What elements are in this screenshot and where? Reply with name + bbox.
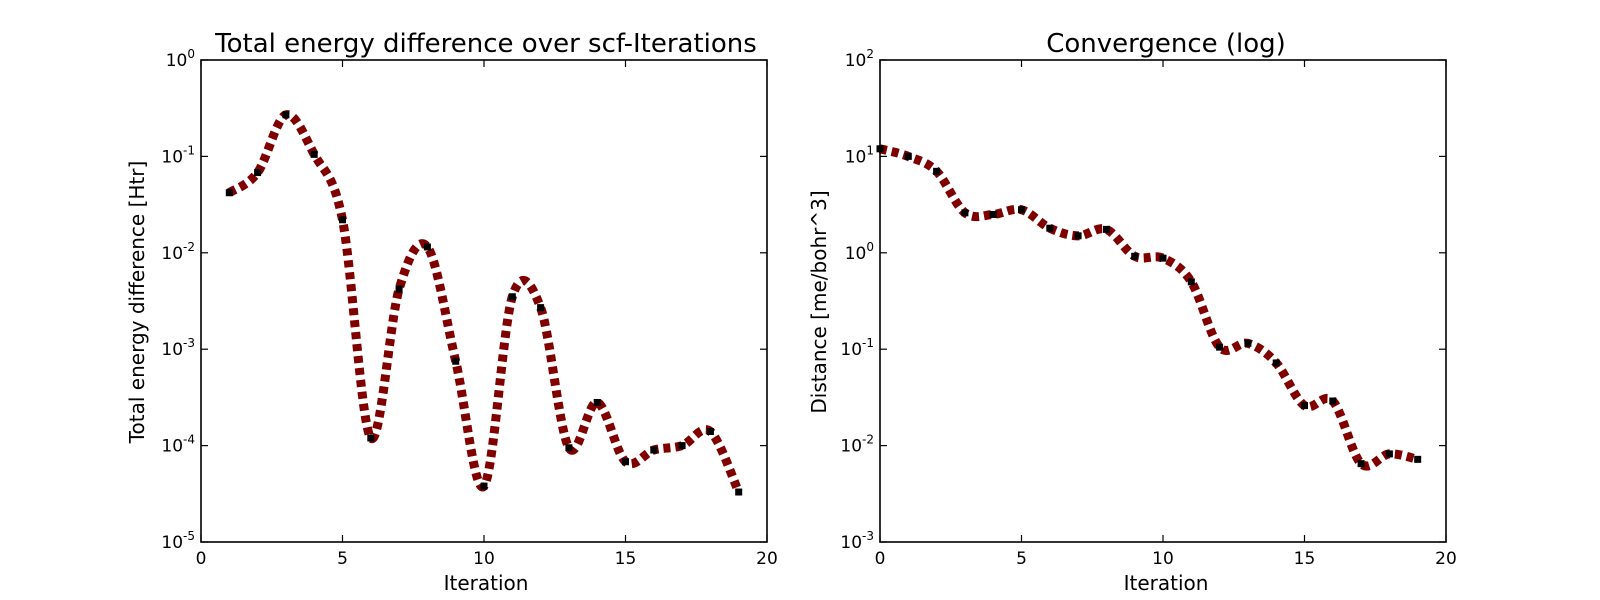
y-tick-label: 100 bbox=[166, 47, 195, 71]
data-point bbox=[480, 482, 488, 490]
y-tick-label: 10-1 bbox=[161, 143, 195, 167]
data-point bbox=[593, 398, 601, 406]
x-tick-label: 20 bbox=[1435, 549, 1457, 569]
data-point bbox=[1329, 397, 1337, 405]
data-point bbox=[1074, 232, 1082, 240]
y-tick-exponent: -1 bbox=[183, 143, 195, 157]
y-tick-base: 10 bbox=[161, 533, 183, 553]
x-tick-label: 5 bbox=[337, 549, 348, 569]
energy-difference-chart: Total energy difference over scf-Iterati… bbox=[125, 29, 778, 595]
y-tick-label: 10-4 bbox=[161, 433, 195, 457]
y-tick-label: 100 bbox=[845, 240, 874, 264]
series-line bbox=[878, 144, 1419, 471]
y-tick-base: 10 bbox=[161, 244, 183, 264]
x-tick-label: 5 bbox=[1016, 549, 1027, 569]
y-tick-base: 10 bbox=[845, 147, 867, 167]
y-tick-base: 10 bbox=[166, 51, 188, 71]
data-point bbox=[1357, 460, 1365, 468]
y-tick-exponent: 2 bbox=[866, 47, 874, 61]
data-point bbox=[1102, 225, 1110, 233]
x-tick-label: 15 bbox=[615, 549, 637, 569]
y-tick-exponent: -3 bbox=[862, 529, 874, 543]
data-point bbox=[1216, 343, 1224, 351]
data-point bbox=[1187, 278, 1195, 286]
data-point bbox=[282, 111, 290, 119]
data-point bbox=[537, 304, 545, 312]
data-point bbox=[452, 357, 460, 365]
x-axis-label: Iteration bbox=[1124, 571, 1209, 595]
data-point bbox=[395, 285, 403, 293]
data-point bbox=[904, 152, 912, 160]
data-point bbox=[254, 169, 262, 177]
y-tick-base: 10 bbox=[840, 340, 862, 360]
y-tick-base: 10 bbox=[845, 51, 867, 71]
data-point bbox=[565, 444, 573, 452]
data-point bbox=[1159, 254, 1167, 262]
x-tick-label: 0 bbox=[196, 549, 207, 569]
data-point bbox=[622, 458, 629, 466]
y-tick-label: 10-3 bbox=[840, 529, 874, 553]
y-tick-label: 10-3 bbox=[161, 336, 195, 360]
y-tick-base: 10 bbox=[161, 147, 183, 167]
data-point bbox=[1301, 402, 1308, 410]
data-point bbox=[989, 210, 997, 218]
y-tick-exponent: -2 bbox=[183, 240, 195, 254]
y-tick-label: 101 bbox=[845, 143, 874, 167]
data-point bbox=[1131, 252, 1139, 260]
y-tick-exponent: -4 bbox=[183, 433, 195, 447]
y-tick-exponent: 1 bbox=[866, 143, 874, 157]
data-point bbox=[310, 150, 318, 158]
data-point bbox=[933, 167, 941, 175]
data-point bbox=[1272, 359, 1280, 367]
data-point bbox=[1046, 224, 1054, 232]
data-point bbox=[339, 216, 346, 224]
y-tick-exponent: -2 bbox=[862, 433, 874, 447]
data-point bbox=[706, 428, 714, 436]
data-point bbox=[1244, 339, 1252, 347]
y-tick-exponent: 0 bbox=[866, 240, 874, 254]
data-point bbox=[650, 446, 658, 454]
x-tick-label: 10 bbox=[473, 549, 495, 569]
data-point bbox=[1018, 206, 1025, 214]
data-point bbox=[678, 442, 686, 450]
x-tick-label: 0 bbox=[875, 549, 886, 569]
data-point bbox=[1385, 450, 1393, 458]
y-tick-exponent: -5 bbox=[183, 529, 195, 543]
series-line bbox=[226, 110, 743, 494]
data-point bbox=[225, 189, 233, 197]
x-axis-label: Iteration bbox=[444, 571, 529, 595]
x-tick-label: 10 bbox=[1152, 549, 1174, 569]
y-tick-base: 10 bbox=[161, 340, 183, 360]
y-tick-label: 10-2 bbox=[840, 433, 874, 457]
y-tick-label: 10-5 bbox=[161, 529, 195, 553]
data-point bbox=[508, 293, 516, 301]
y-tick-base: 10 bbox=[840, 533, 862, 553]
y-tick-label: 10-2 bbox=[161, 240, 195, 264]
plot-area-frame bbox=[879, 59, 1447, 543]
y-tick-base: 10 bbox=[845, 244, 867, 264]
convergence-chart: Convergence (log) Iteration Distance [me… bbox=[807, 29, 1457, 595]
y-tick-label: 102 bbox=[845, 47, 874, 71]
y-tick-exponent: 0 bbox=[187, 47, 195, 61]
x-tick-label: 15 bbox=[1294, 549, 1316, 569]
y-tick-base: 10 bbox=[161, 437, 183, 457]
y-axis-label: Distance [me/bohr^3] bbox=[807, 190, 831, 413]
data-point bbox=[1414, 455, 1422, 463]
y-tick-label: 10-1 bbox=[840, 336, 874, 360]
plot-area-frame bbox=[200, 59, 768, 543]
x-tick-label: 20 bbox=[756, 549, 778, 569]
chart-title: Total energy difference over scf-Iterati… bbox=[214, 29, 757, 59]
y-tick-exponent: -3 bbox=[183, 336, 195, 350]
data-point bbox=[961, 209, 969, 217]
data-point bbox=[367, 434, 375, 442]
y-tick-exponent: -1 bbox=[862, 336, 874, 350]
data-point bbox=[735, 488, 743, 496]
data-point bbox=[423, 243, 431, 251]
y-tick-base: 10 bbox=[840, 437, 862, 457]
chart-title: Convergence (log) bbox=[1046, 29, 1286, 59]
y-axis-label: Total energy difference [Htr] bbox=[125, 161, 149, 445]
